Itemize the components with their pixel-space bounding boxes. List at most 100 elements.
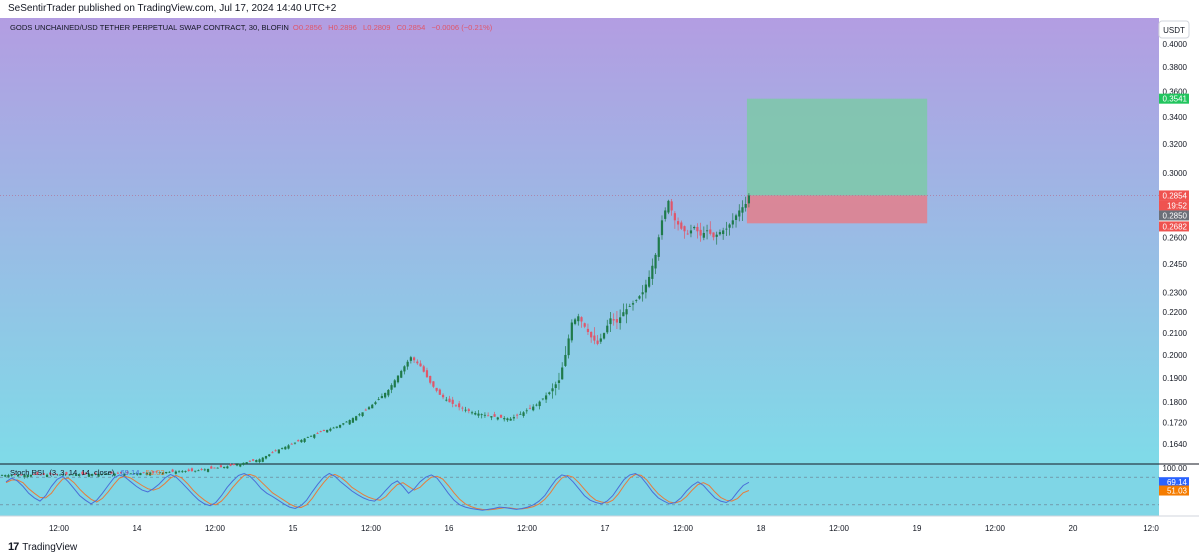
candle-body — [81, 471, 84, 475]
y-tick-label: 0.3400 — [1163, 113, 1188, 122]
candle-body — [654, 254, 657, 269]
candle-body — [355, 416, 358, 421]
candle-body — [738, 210, 741, 217]
candle-body — [71, 474, 74, 476]
candle-body — [145, 472, 148, 475]
y-tick-label: 0.2000 — [1163, 351, 1188, 360]
candle-body — [78, 474, 81, 476]
candle-body — [628, 306, 631, 307]
label-last-price-bg — [1159, 190, 1189, 201]
candle-body — [194, 470, 197, 472]
candle-body — [322, 429, 326, 431]
candle-body — [435, 387, 438, 391]
y-tick-label: 0.1720 — [1163, 419, 1188, 428]
label-countdown-bg — [1159, 200, 1189, 211]
candle-body — [464, 409, 467, 411]
candle-body — [602, 333, 606, 339]
candle-body — [232, 463, 235, 466]
candle-body — [239, 463, 242, 467]
candle-body — [219, 465, 223, 468]
candle-body — [432, 381, 435, 387]
candle-body — [45, 474, 49, 478]
candle-body — [290, 443, 293, 445]
candle-body — [100, 473, 103, 475]
y-tick-label: 0.3800 — [1163, 63, 1188, 72]
candle-body — [206, 469, 210, 472]
candle-body — [126, 471, 129, 474]
candle-body — [631, 303, 635, 305]
candle-body — [68, 474, 71, 476]
candle-body — [94, 472, 97, 475]
candle-body — [673, 213, 676, 221]
candle-body — [699, 229, 702, 236]
candle-body — [338, 424, 342, 428]
candle-body — [274, 450, 277, 452]
candle-body — [161, 472, 165, 475]
footer-brand: 17 TradingView — [8, 541, 77, 553]
candle-body — [155, 471, 158, 473]
candle-body — [7, 475, 10, 478]
candle-body — [400, 370, 403, 378]
candle-body — [487, 415, 490, 417]
x-tick-label: 12:00 — [49, 524, 70, 533]
candle-body — [577, 316, 580, 322]
candle-body — [744, 204, 747, 208]
y-tick-label: 0.3200 — [1163, 140, 1188, 149]
candle-body — [593, 335, 596, 341]
candle-body — [519, 413, 522, 415]
candle-body — [548, 392, 551, 395]
candle-body — [422, 366, 425, 372]
label-stop-loss-bg — [1159, 221, 1189, 232]
candle-body — [680, 222, 683, 229]
candle-body — [20, 474, 23, 476]
candle-body — [264, 456, 268, 459]
candle-body — [142, 472, 145, 474]
candle-body — [512, 417, 515, 419]
x-tick-label: 15 — [289, 524, 298, 533]
candle-body — [242, 462, 245, 465]
candle-body — [107, 473, 110, 475]
ohlc-low: L0.2809 — [363, 23, 390, 32]
candle-body — [416, 361, 419, 364]
candle-body — [573, 319, 577, 324]
candle-body — [55, 473, 58, 475]
profit-zone[interactable] — [746, 98, 928, 196]
candle-body — [377, 399, 380, 400]
candle-body — [177, 471, 181, 473]
candle-body — [97, 473, 100, 477]
candle-body — [538, 401, 541, 407]
loss-zone[interactable] — [746, 195, 928, 224]
candle-body — [396, 375, 400, 383]
candle-body — [445, 399, 448, 401]
candle-body — [506, 418, 509, 421]
candle-body — [499, 414, 503, 418]
candle-body — [116, 472, 119, 474]
candle-body — [683, 226, 686, 232]
currency-button[interactable]: USDT — [1158, 20, 1190, 39]
candle-body — [493, 414, 496, 417]
candle-body — [657, 237, 660, 257]
candle-body — [26, 474, 29, 477]
y-tick-label: 0.1900 — [1163, 374, 1188, 383]
y-tick-label: 0.2600 — [1163, 233, 1188, 242]
candle-body — [261, 457, 264, 462]
x-tick-label: 14 — [133, 524, 142, 533]
candle-body — [705, 230, 709, 232]
x-tick-label: 12:0 — [1143, 524, 1159, 533]
candle-body — [91, 474, 94, 476]
candle-body — [532, 406, 535, 411]
candle-body — [29, 474, 33, 477]
candle-body — [335, 426, 338, 428]
label-take-profit-bg — [1159, 93, 1189, 104]
stoch-k-label: 69.14 — [1167, 478, 1188, 487]
candle-body — [319, 431, 322, 433]
long-position-tool[interactable] — [746, 98, 928, 224]
candle-body — [403, 366, 406, 372]
candle-body — [33, 473, 36, 475]
candle-body — [586, 328, 590, 333]
candle-body — [84, 472, 87, 475]
candle-body — [551, 388, 554, 392]
x-tick-label: 16 — [445, 524, 454, 533]
candle-body — [371, 404, 374, 409]
